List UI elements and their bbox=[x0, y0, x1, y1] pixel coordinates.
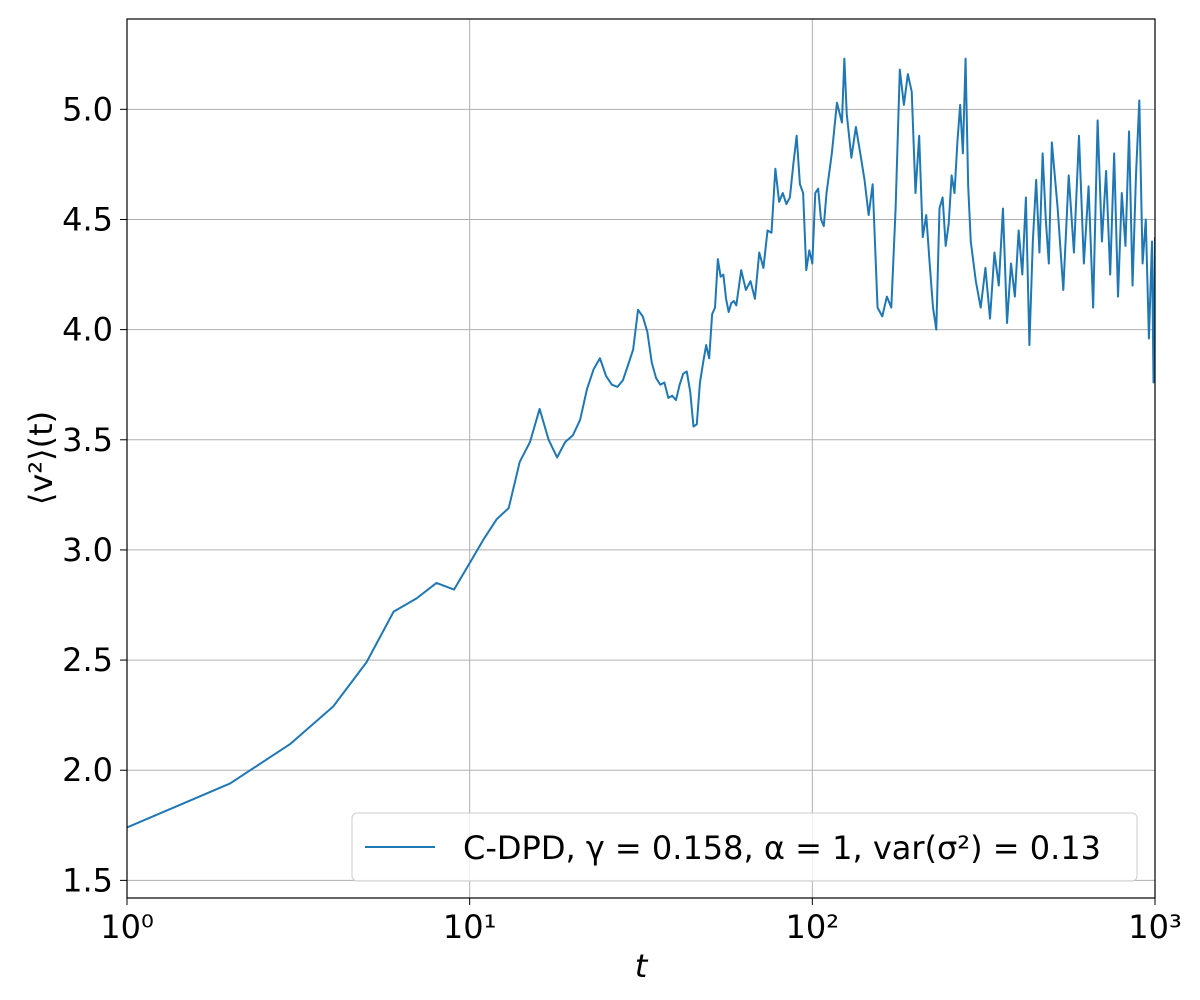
x-axis-label: t bbox=[635, 947, 649, 985]
y-tick-label: 2.5 bbox=[62, 641, 113, 679]
data-line bbox=[127, 57, 1155, 829]
y-tick-label: 2.0 bbox=[62, 751, 113, 789]
legend-box bbox=[351, 812, 1138, 882]
y-axis-label: ⟨v²⟩(t) bbox=[22, 411, 60, 505]
x-tick-label: 10² bbox=[786, 908, 840, 946]
x-tick-label: 10¹ bbox=[443, 908, 497, 946]
y-tick-label: 3.0 bbox=[62, 531, 113, 569]
x-tick-label: 10⁰ bbox=[100, 908, 154, 946]
y-tick-label: 1.5 bbox=[62, 861, 113, 899]
y-tick-label: 3.5 bbox=[62, 421, 113, 459]
plot-frame bbox=[126, 18, 1156, 899]
legend: C-DPD, γ = 0.158, α = 1, var(σ²) = 0.13 bbox=[351, 812, 1138, 882]
x-tick-label: 10³ bbox=[1128, 908, 1182, 946]
y-tick-label: 5.0 bbox=[62, 90, 113, 128]
legend-label: C-DPD, γ = 0.158, α = 1, var(σ²) = 0.13 bbox=[463, 829, 1101, 867]
y-tick-label: 4.5 bbox=[62, 200, 113, 238]
y-tick-label: 4.0 bbox=[62, 311, 113, 349]
